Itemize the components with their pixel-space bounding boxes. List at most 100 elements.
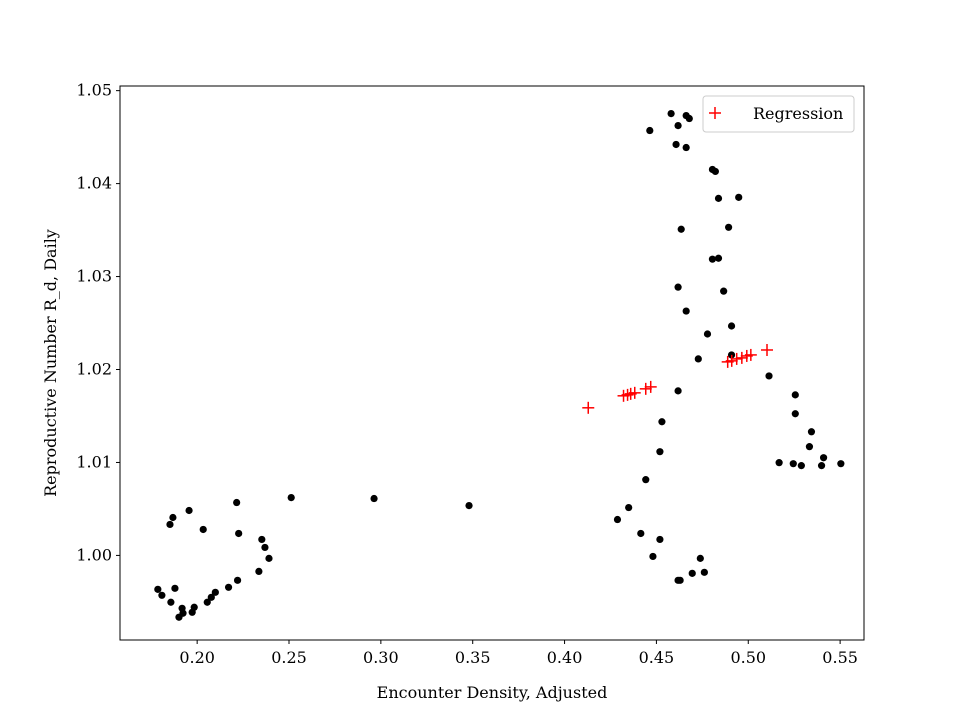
data-point — [694, 355, 702, 363]
data-point — [233, 498, 241, 507]
x-tick-label: 0.20 — [179, 648, 215, 667]
data-point — [658, 418, 666, 426]
y-tick-label: 1.02 — [76, 360, 112, 379]
data-point — [720, 287, 728, 295]
data-point — [791, 410, 799, 418]
data-point — [714, 194, 723, 202]
data-point — [646, 126, 654, 135]
data-point — [711, 167, 719, 176]
data-point — [765, 372, 773, 380]
x-axis: 0.20 0.25 0.30 0.35 0.40 0.45 0.50 0.55 — [179, 640, 858, 667]
data-point — [656, 448, 664, 456]
data-point — [797, 462, 805, 470]
data-point — [700, 568, 708, 576]
data-point — [265, 554, 273, 562]
y-tick-label: 1.04 — [76, 174, 112, 193]
data-point — [235, 529, 243, 538]
data-point — [169, 513, 177, 522]
regression-point — [730, 352, 743, 365]
data-point — [370, 494, 378, 503]
x-tick-label: 0.55 — [822, 648, 858, 667]
x-axis-label: Encounter Density, Adjusted — [377, 683, 608, 702]
data-point — [819, 454, 828, 462]
data-point — [674, 387, 682, 395]
data-point — [789, 460, 797, 468]
data-point — [625, 503, 633, 512]
y-tick-label: 1.03 — [76, 267, 112, 286]
data-point — [676, 576, 684, 584]
regression-point — [744, 348, 757, 361]
data-point — [207, 593, 215, 601]
data-point — [688, 569, 696, 577]
legend: Regression — [702, 95, 855, 133]
data-point — [656, 535, 664, 544]
data-point — [287, 493, 295, 502]
x-tick-label: 0.45 — [639, 648, 675, 667]
data-point — [682, 307, 690, 315]
data-point — [817, 462, 826, 470]
data-point — [727, 322, 736, 330]
regression-point — [761, 343, 774, 356]
data-point — [199, 525, 207, 534]
data-point — [708, 255, 717, 263]
data-point — [703, 330, 712, 338]
data-point — [775, 459, 783, 467]
data-point — [682, 143, 690, 152]
data-point — [167, 598, 175, 606]
data-point — [667, 110, 675, 118]
data-point — [807, 428, 816, 436]
regression-point — [582, 401, 595, 414]
x-tick-label: 0.40 — [547, 648, 583, 667]
data-point — [261, 543, 269, 552]
data-point — [791, 391, 799, 399]
x-tick-label: 0.30 — [363, 648, 399, 667]
regression-point — [639, 382, 652, 395]
data-point — [642, 476, 650, 484]
legend-plus-marker — [709, 107, 721, 119]
data-point — [649, 552, 657, 561]
legend-box — [702, 95, 855, 133]
data-point — [674, 283, 682, 291]
x-tick-label: 0.50 — [730, 648, 766, 667]
data-point — [190, 603, 198, 611]
data-point — [672, 140, 680, 149]
data-point — [185, 506, 193, 515]
data-point — [154, 585, 162, 593]
data-point — [171, 584, 179, 592]
data-point — [837, 460, 845, 468]
y-tick-label: 1.00 — [76, 545, 112, 564]
plot-frame — [119, 85, 865, 641]
regression-point — [628, 386, 641, 399]
y-tick-label: 1.05 — [76, 81, 112, 100]
regression-point — [735, 351, 748, 364]
data-point — [465, 501, 473, 510]
y-tick-label: 1.01 — [76, 452, 112, 471]
data-point — [255, 567, 263, 576]
data-point — [233, 576, 242, 584]
data-point — [224, 583, 233, 591]
x-tick-label: 0.25 — [271, 648, 307, 667]
data-point — [725, 223, 733, 231]
data-point — [805, 443, 814, 451]
data-point — [258, 535, 266, 544]
data-point — [637, 529, 645, 538]
regression-point — [621, 388, 634, 401]
data-point — [211, 588, 219, 596]
data-point — [696, 554, 704, 562]
data-point — [203, 598, 211, 606]
x-tick-label: 0.35 — [455, 648, 491, 667]
data-point — [158, 591, 166, 599]
data-point — [613, 515, 622, 524]
data-point — [685, 114, 693, 123]
y-axis: 1.00 1.01 1.02 1.03 1.04 1.05 — [76, 81, 120, 564]
regression-point — [725, 354, 738, 367]
data-point — [714, 254, 723, 262]
y-axis-label: Reproductive Number R_d, Daily — [41, 229, 60, 497]
data-point — [735, 193, 743, 201]
data-point — [674, 121, 682, 130]
legend-label-regression: Regression — [753, 104, 843, 123]
data-point — [677, 225, 685, 233]
data-point — [178, 604, 186, 612]
data-point — [166, 520, 174, 529]
